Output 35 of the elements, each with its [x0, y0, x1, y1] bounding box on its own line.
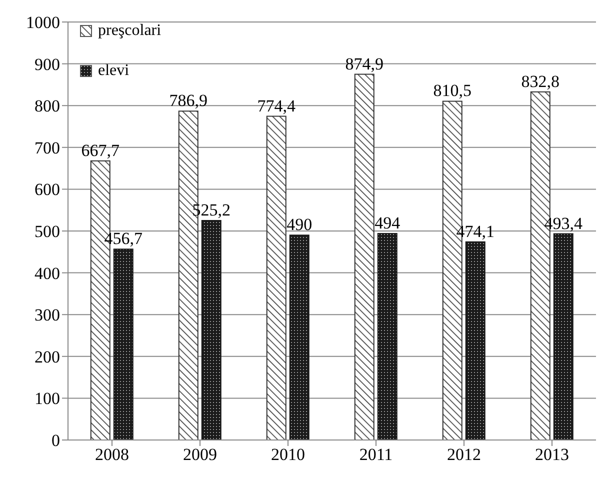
y-tick-label: 600: [34, 180, 60, 200]
y-tick-label: 500: [34, 222, 60, 242]
y-tick-label: 0: [52, 431, 60, 450]
bar: [354, 74, 374, 440]
legend-label: preşcolari: [98, 22, 162, 40]
bar: [201, 220, 222, 440]
bar: [465, 241, 486, 440]
bar: [113, 248, 134, 440]
bar: [553, 233, 574, 440]
data-label: 832,8: [521, 72, 560, 91]
data-label: 774,4: [257, 96, 296, 116]
bar: [266, 116, 286, 440]
x-tick-label: 2013: [535, 445, 569, 464]
data-label: 667,7: [81, 140, 120, 160]
data-label: 490: [286, 215, 312, 234]
data-label: 810,5: [433, 81, 472, 100]
x-tick-label: 2008: [95, 445, 129, 464]
y-tick-label: 200: [34, 347, 60, 366]
bar: [289, 234, 310, 440]
y-tick-label: 1000: [26, 13, 60, 32]
data-label: 874,9: [345, 54, 384, 74]
bar: [377, 233, 398, 440]
legend-label: elevi: [98, 62, 130, 80]
x-tick-label: 2012: [447, 445, 481, 464]
x-tick-label: 2009: [183, 445, 217, 464]
data-label: 786,9: [169, 91, 208, 110]
y-tick-label: 100: [34, 389, 60, 408]
x-tick-label: 2011: [359, 445, 393, 464]
y-tick-label: 900: [34, 54, 60, 74]
y-tick-label: 800: [34, 96, 60, 116]
data-label: 494: [374, 214, 401, 233]
y-tick-label: 400: [34, 264, 60, 283]
y-tick-label: 700: [34, 138, 60, 158]
x-tick-label: 2010: [271, 445, 305, 464]
y-tick-label: 300: [34, 306, 60, 325]
